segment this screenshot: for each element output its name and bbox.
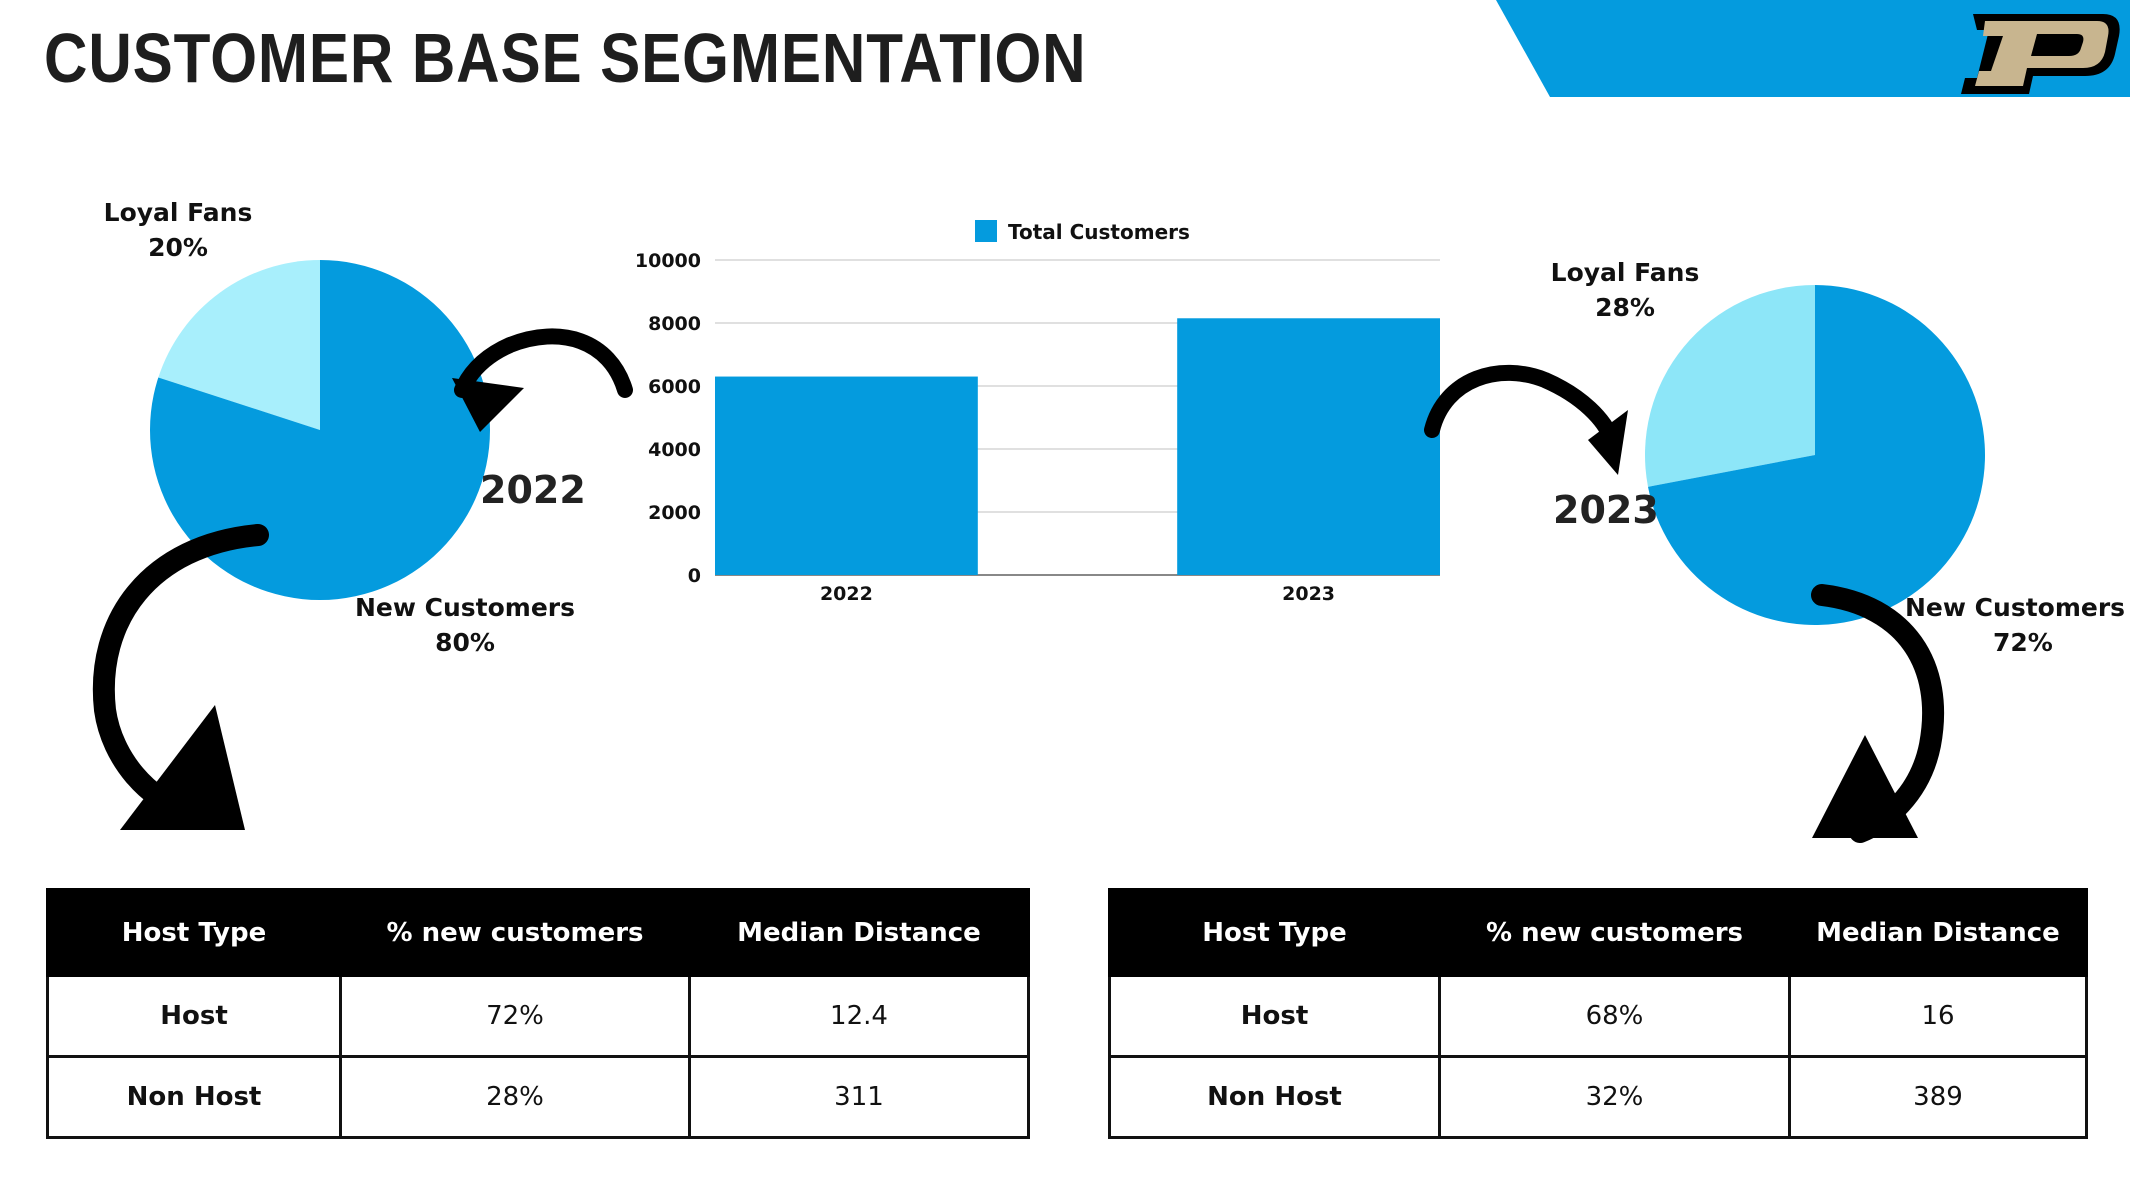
year-label-2023: 2023 [1553,488,1659,532]
table-header-pct-new: % new customers [1438,888,1791,977]
pie-2023-loyal-name: Loyal Fans [1550,258,1700,287]
y-tick-label: 4000 [648,439,701,461]
table-row: Non Host 32% 389 [1108,1055,2088,1139]
pie-2022-loyal-name: Loyal Fans [103,198,253,227]
y-tick-label: 2000 [648,502,701,524]
table-cell: 311 [688,1055,1030,1139]
pie-2023-slice-new [1648,285,1985,625]
table-header-row: Host Type % new customers Median Distanc… [1108,888,2088,977]
y-tick-label: 10000 [635,250,701,272]
table-row: Host 72% 12.4 [46,974,1030,1058]
host-table-2022: Host Type % new customers Median Distanc… [46,888,1030,1139]
y-tick-label: 6000 [648,376,701,398]
pie-2022-new-label: New Customers 80% [340,590,590,660]
table-cell: Host [1108,974,1441,1058]
pie-chart-2022 [150,260,490,600]
bar-chart-total-customers: Total Customers 0 2000 4000 6000 8000 10000 202… [635,220,1440,605]
table-header-row: Host Type % new customers Median Distanc… [46,888,1030,977]
y-tick-label: 0 [688,565,701,587]
header-banner [1496,0,2130,97]
table-cell: 32% [1438,1055,1791,1139]
purdue-p-logo [1961,14,2120,94]
table-cell: 12.4 [688,974,1030,1058]
pie-chart-2023 [1645,285,1985,625]
table-cell: 16 [1788,974,2088,1058]
table-cell: Host [46,974,342,1058]
pie-2022-new-percent: 80% [435,628,495,657]
pie-2022-slice-new [150,260,490,600]
pie-2022-loyal-percent: 20% [148,233,208,262]
legend-swatch [975,220,997,242]
table-cell: Non Host [1108,1055,1441,1139]
legend-label: Total Customers [1008,220,1190,244]
x-tick-label: 2023 [1282,583,1335,605]
y-tick-label: 8000 [648,313,701,335]
table-cell: 68% [1438,974,1791,1058]
table-header-median-distance: Median Distance [1788,888,2088,977]
table-header-host-type: Host Type [1108,888,1441,977]
pie-2022-new-name: New Customers [354,593,576,622]
year-label-2022: 2022 [480,468,586,512]
pie-2022-loyal-label: Loyal Fans 20% [78,195,278,265]
x-tick-label: 2022 [820,583,873,605]
pie-2023-slice-loyal [1645,285,1815,487]
table-cell: 389 [1788,1055,2088,1139]
table-cell: Non Host [46,1055,342,1139]
table-header-pct-new: % new customers [339,888,691,977]
table-row: Host 68% 16 [1108,974,2088,1058]
pie-2023-loyal-percent: 28% [1595,293,1655,322]
bar-2023 [1177,318,1440,575]
table-header-median-distance: Median Distance [688,888,1030,977]
host-table-2023: Host Type % new customers Median Distanc… [1108,888,2088,1139]
bar-2022 [715,376,978,575]
table-row: Non Host 28% 311 [46,1055,1030,1139]
pie-2023-loyal-label: Loyal Fans 28% [1520,255,1730,325]
table-cell: 72% [339,974,691,1058]
pie-2022-slice-loyal [158,260,320,430]
table-header-host-type: Host Type [46,888,342,977]
pie-2023-new-name: New Customers [1905,593,2126,622]
bar-legend: Total Customers [975,220,1190,244]
table-cell: 28% [339,1055,691,1139]
pie-2023-new-label: New Customers 72% [1905,590,2130,660]
arrow-bar-to-pie-2023 [1424,364,1628,475]
pie-2023-new-percent: 72% [1993,628,2053,657]
page-title: CUSTOMER BASE SEGMENTATION [44,19,1087,97]
